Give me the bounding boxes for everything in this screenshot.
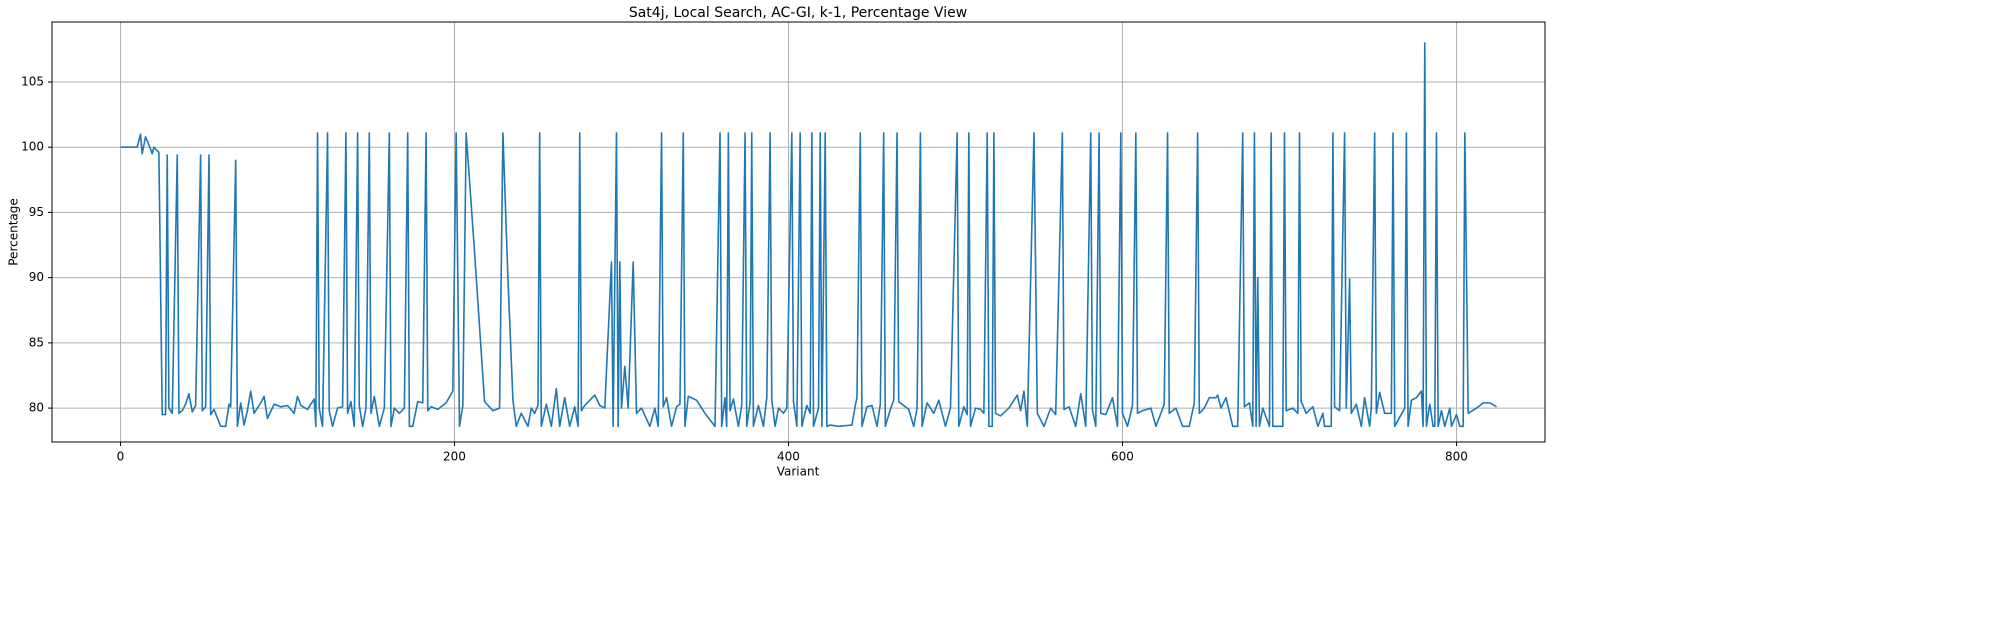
x-axis-label: Variant	[777, 465, 820, 479]
y-tick-label: 95	[29, 205, 44, 219]
y-tick-label: 90	[29, 270, 44, 284]
chart-title: Sat4j, Local Search, AC-GI, k-1, Percent…	[629, 5, 967, 21]
axes-frame	[51, 21, 1546, 443]
y-axis-label: Percentage	[7, 198, 21, 266]
x-tick-label: 800	[1445, 450, 1468, 464]
x-tick-label: 0	[117, 450, 125, 464]
y-tick-label: 100	[21, 140, 44, 154]
x-tick-label: 400	[777, 450, 800, 464]
x-tick-label: 600	[1111, 450, 1134, 464]
y-tick-label: 85	[29, 335, 44, 349]
x-tick-label: 200	[443, 450, 466, 464]
plot	[120, 42, 1497, 428]
y-tick-label: 80	[29, 401, 44, 415]
y-tick-label: 105	[21, 75, 44, 89]
data-line	[120, 42, 1497, 428]
